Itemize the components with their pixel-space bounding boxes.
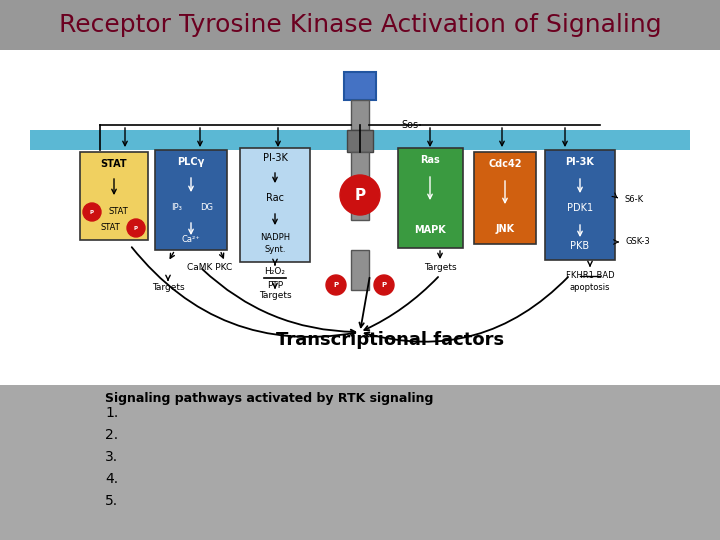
Text: P: P	[333, 282, 338, 288]
Text: Synt.: Synt.	[264, 246, 286, 254]
Text: P: P	[134, 226, 138, 231]
Bar	[344, 72, 376, 100]
Bar	[474, 152, 536, 244]
Circle shape	[127, 219, 145, 237]
Bar	[351, 152, 369, 220]
Circle shape	[340, 175, 380, 215]
Text: 3.: 3.	[105, 450, 118, 464]
Text: 1.: 1.	[105, 406, 118, 420]
Text: Receptor Tyrosine Kinase Activation of Signaling: Receptor Tyrosine Kinase Activation of S…	[59, 13, 661, 37]
Text: Targets: Targets	[258, 292, 292, 300]
Text: FKHR1 BAD: FKHR1 BAD	[566, 271, 614, 280]
Bar	[155, 150, 227, 250]
Text: Ras: Ras	[420, 155, 440, 165]
Text: P: P	[90, 210, 94, 214]
Text: PI-3K: PI-3K	[263, 153, 287, 163]
Text: STAT: STAT	[100, 224, 120, 233]
Text: PTP: PTP	[267, 281, 283, 291]
Text: CaMK PKC: CaMK PKC	[187, 262, 233, 272]
Text: 4.: 4.	[105, 472, 118, 486]
Text: PDK1: PDK1	[567, 203, 593, 213]
Text: Rac: Rac	[266, 193, 284, 203]
Bar	[80, 152, 148, 240]
Bar	[30, 130, 690, 150]
Text: 5.: 5.	[105, 494, 118, 508]
Text: STAT: STAT	[108, 207, 128, 217]
Text: PKB: PKB	[570, 241, 590, 251]
Text: Ca²⁺: Ca²⁺	[181, 235, 200, 245]
Bar	[351, 250, 369, 290]
Bar	[0, 50, 720, 385]
Bar	[0, 0, 720, 50]
Text: MAPK: MAPK	[414, 225, 446, 235]
Text: Signaling pathways activated by RTK signaling: Signaling pathways activated by RTK sign…	[105, 392, 433, 405]
Text: Targets: Targets	[423, 262, 456, 272]
Circle shape	[374, 275, 394, 295]
Text: NADPH: NADPH	[260, 233, 290, 242]
Text: PI-3K: PI-3K	[566, 157, 595, 167]
Text: Targets: Targets	[152, 284, 184, 293]
Text: STAT: STAT	[101, 159, 127, 169]
Text: IP₃: IP₃	[171, 204, 182, 213]
Text: DG: DG	[200, 204, 214, 213]
Text: 2.: 2.	[105, 428, 118, 442]
Bar	[240, 148, 310, 262]
Text: S6-K: S6-K	[624, 195, 644, 205]
Bar	[351, 100, 369, 130]
Text: Transcriptional factors: Transcriptional factors	[276, 331, 504, 349]
Bar	[347, 130, 373, 152]
Text: P: P	[382, 282, 387, 288]
Text: JNK: JNK	[495, 224, 515, 234]
Bar	[398, 148, 463, 248]
Text: P: P	[354, 187, 366, 202]
Text: Sos: Sos	[402, 120, 418, 130]
Text: GSK-3: GSK-3	[626, 238, 650, 246]
Text: PLCγ: PLCγ	[177, 157, 204, 167]
Bar	[545, 150, 615, 260]
Text: Cdc42: Cdc42	[488, 159, 522, 169]
Circle shape	[326, 275, 346, 295]
Text: H₂O₂: H₂O₂	[264, 267, 286, 276]
Text: apoptosis: apoptosis	[570, 284, 611, 293]
Circle shape	[83, 203, 101, 221]
